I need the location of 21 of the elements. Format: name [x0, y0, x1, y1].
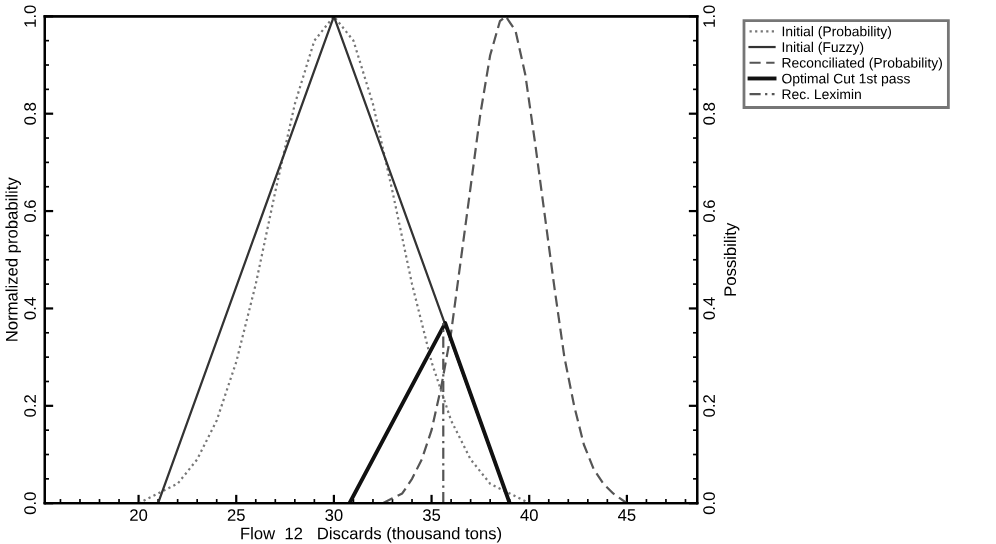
y2-tick-label: 0.0	[703, 492, 715, 515]
y2-tick-label: 0.6	[703, 200, 715, 222]
x-tick-label: 30	[325, 509, 343, 521]
y-axis-title: Normalized probability	[5, 177, 21, 341]
x-tick-label: 45	[618, 509, 636, 521]
y2-tick-label: 0.8	[703, 102, 715, 125]
y-tick-label: 0.4	[24, 297, 36, 320]
y-tick-label: 0.8	[24, 102, 36, 125]
x-tick-label: 35	[422, 509, 441, 521]
x-tick-label: 40	[520, 509, 538, 521]
y-tick-label: 0.6	[24, 200, 36, 222]
x-axis-title: Flow 12 Discards (thousand tons)	[241, 527, 502, 543]
y-tick-label: 1.0	[24, 5, 36, 27]
y2-tick-label: 0.2	[703, 395, 715, 417]
x-tick-label: 25	[227, 509, 245, 521]
y2-tick-label: 1.0	[703, 5, 715, 27]
y-tick-label: 0.0	[24, 492, 36, 515]
y2-axis-title: Possibility	[723, 222, 740, 296]
x-tick-label: 20	[130, 509, 148, 521]
y-tick-label: 0.2	[24, 395, 36, 417]
y2-tick-label: 0.4	[703, 297, 715, 320]
